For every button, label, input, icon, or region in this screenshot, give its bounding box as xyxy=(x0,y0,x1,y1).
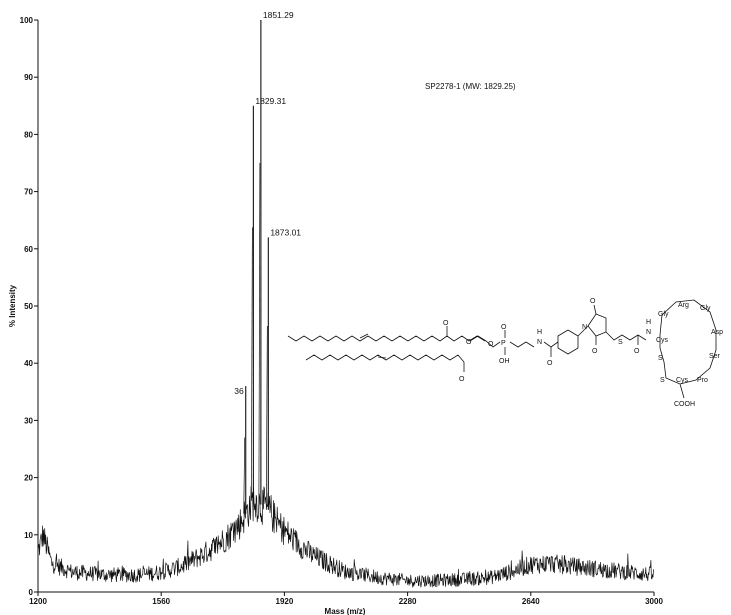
y-tick-label: 70 xyxy=(24,188,33,197)
atom-label-h-2: H xyxy=(646,319,651,326)
cys-cooh-bond xyxy=(679,383,685,399)
y-tick-label: 50 xyxy=(24,302,33,311)
peak-label: 1873.01 xyxy=(270,227,301,237)
x-tick-label: 2640 xyxy=(522,597,540,606)
residue-label-gly-2: Gly xyxy=(700,305,711,312)
peak-shoulder xyxy=(243,437,246,514)
x-axis-label: Mass (m/z) xyxy=(325,607,366,615)
residue-label-pro: Pro xyxy=(697,377,708,384)
atom-label-o-9: O xyxy=(634,348,640,355)
atom-label-o-2: O xyxy=(459,376,465,383)
peaks: 1851.29 1829.31 1873.01 36 xyxy=(234,10,301,514)
y-tick-label: 90 xyxy=(24,73,33,82)
atom-label-s-1: S xyxy=(618,339,623,346)
peak-shoulder xyxy=(265,326,268,510)
y-ticks: 0 10 20 30 40 50 60 70 80 90 100 xyxy=(20,16,38,597)
thioether-linker xyxy=(605,331,647,341)
amide-link xyxy=(543,341,559,348)
atom-label-o-5: O xyxy=(501,324,507,331)
peak-label: 1829.31 xyxy=(255,96,286,106)
upper-chain-double-bond xyxy=(359,333,369,339)
glycerol-phosphate-linker xyxy=(469,335,501,348)
peak-label: 36 xyxy=(234,386,244,396)
residue-label-gly-1: Gly xyxy=(658,311,669,318)
y-tick-label: 40 xyxy=(24,359,33,368)
peak-shoulder xyxy=(251,227,253,501)
atom-label-o-4: O xyxy=(488,341,494,348)
axes xyxy=(37,20,654,593)
x-tick-label: 1560 xyxy=(152,597,170,606)
y-tick-label: 80 xyxy=(24,130,33,139)
atom-label-s-3: S xyxy=(660,377,665,384)
cyclohexane-ring xyxy=(557,329,579,355)
structure-atom-labels: O O O O P O OH H N O O N O S O H N Gly A… xyxy=(443,298,723,408)
atom-label-n-1: N xyxy=(537,339,542,346)
atom-label-o-8: O xyxy=(592,348,598,355)
group-label-cooh: COOH xyxy=(674,401,695,408)
y-tick-label: 0 xyxy=(29,588,34,597)
atom-label-n-2: N xyxy=(582,324,587,331)
x-tick-label: 1920 xyxy=(276,597,294,606)
succinimide-ring xyxy=(587,313,607,337)
atom-label-p: P xyxy=(501,340,506,347)
chart-title: SP2278-1 (MW: 1829.25) xyxy=(425,82,516,91)
cyclic-peptide-ring xyxy=(659,299,717,385)
x-ticks: 1200 1560 1920 2280 2640 3000 xyxy=(29,592,663,606)
y-tick-label: 60 xyxy=(24,245,33,254)
y-axis-label: % Intensity xyxy=(8,284,17,327)
x-tick-label: 2280 xyxy=(399,597,417,606)
lower-chain-double-bond xyxy=(377,356,387,359)
ethylamine-linker xyxy=(509,341,535,348)
residue-label-arg: Arg xyxy=(678,302,689,309)
atom-label-o-1: O xyxy=(443,320,449,327)
residue-label-asp: Asp xyxy=(711,329,723,336)
atom-label-oh: OH xyxy=(499,358,510,365)
peak-shoulder xyxy=(258,162,261,505)
residue-label-cys-1: Cys xyxy=(656,337,669,344)
atom-label-s-2: S xyxy=(658,355,663,362)
lower-fatty-chain xyxy=(305,354,465,363)
atom-label-n-3: N xyxy=(646,329,651,336)
x-tick-label: 3000 xyxy=(645,597,663,606)
y-tick-label: 100 xyxy=(20,16,34,25)
residue-label-ser: Ser xyxy=(709,353,721,360)
upper-fatty-chain xyxy=(287,335,486,342)
atom-label-o-6: O xyxy=(547,360,553,367)
peak-label: 1851.29 xyxy=(263,10,294,20)
y-tick-label: 10 xyxy=(24,531,33,540)
atom-label-h: H xyxy=(537,329,542,336)
y-tick-label: 30 xyxy=(24,416,33,425)
atom-label-o-7: O xyxy=(590,298,596,305)
compound-structure-drawing xyxy=(287,299,717,399)
atom-label-o-3: O xyxy=(466,339,472,346)
residue-label-cys-2: Cys xyxy=(676,377,689,384)
y-tick-label: 20 xyxy=(24,474,33,483)
cyclohexane-to-maleimide xyxy=(577,325,589,337)
baseline-noise-trace xyxy=(37,486,655,588)
x-tick-label: 1200 xyxy=(29,597,47,606)
succinimide-carbonyl-1 xyxy=(593,304,597,315)
